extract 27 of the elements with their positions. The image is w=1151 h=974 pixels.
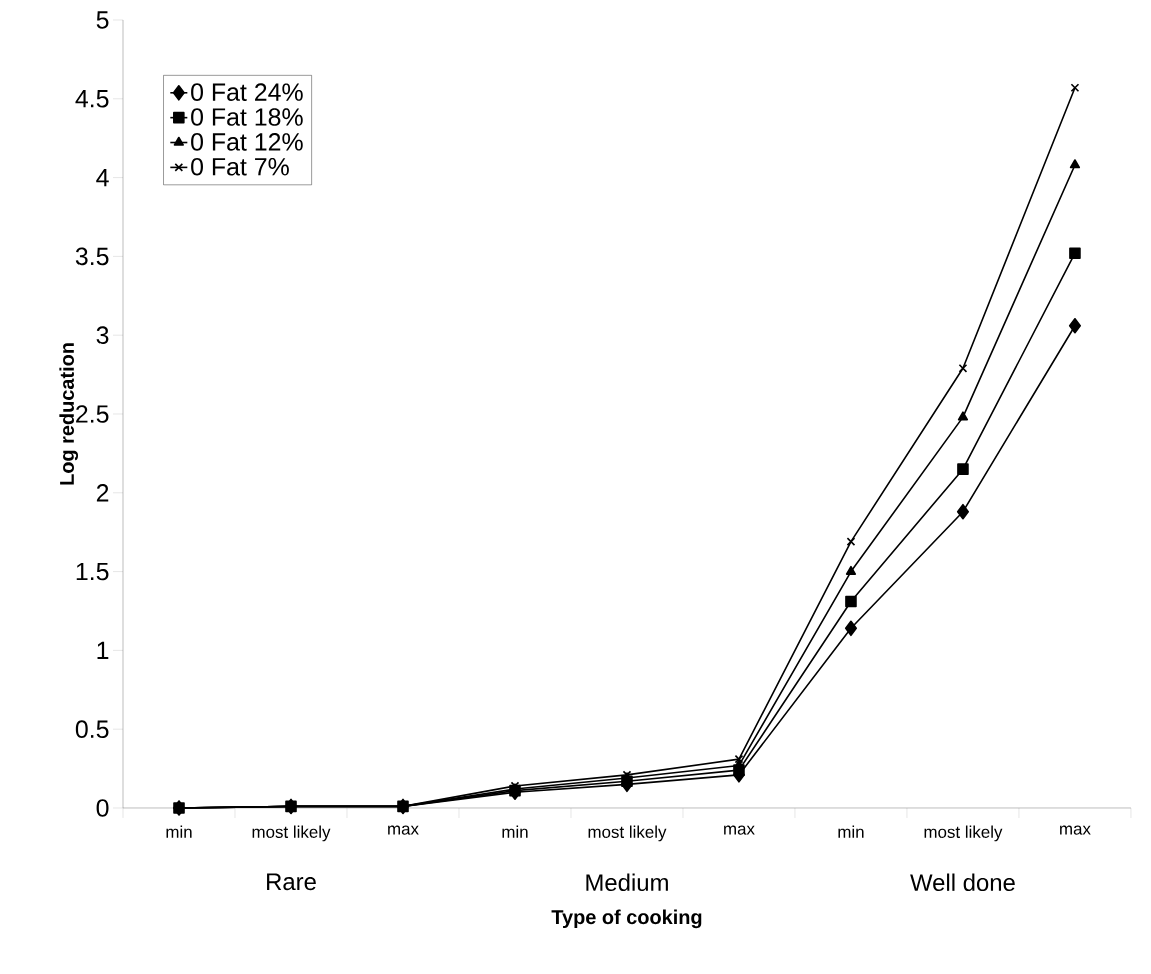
y-tick-label: 3.5 — [75, 247, 109, 266]
x-tick-label: most likely — [924, 825, 1003, 842]
y-tick-label: 2 — [96, 484, 109, 502]
y-tick-label: 4.5 — [75, 90, 109, 108]
text: Medium — [586, 873, 668, 892]
x-tick-label: min — [502, 825, 528, 838]
legend-label: 0 Fat 24% — [191, 83, 303, 101]
y-tick-label: 1 — [97, 641, 109, 659]
x-tick-label: most likely — [252, 825, 331, 842]
legend-label: 0 Fat 18% — [191, 108, 303, 126]
x-axis-title: Type of cooking — [551, 909, 702, 929]
y-tick-label: 0 — [96, 799, 109, 817]
y-tick-label: 5 — [96, 11, 109, 29]
x-tick-label: max — [388, 825, 419, 835]
x-tick-label: max — [1060, 825, 1091, 835]
y-tick-label: 3 — [96, 326, 109, 345]
legend-label: 0 Fat 12% — [191, 133, 303, 151]
text: Well done — [910, 873, 1015, 892]
x-tick-label: most likely — [588, 825, 667, 842]
x-tick-label: min — [838, 825, 864, 838]
y-tick-label: 0.5 — [75, 720, 109, 739]
y-tick-label: 4 — [96, 169, 109, 187]
legend-label: 0 Fat 7% — [191, 157, 289, 176]
x-tick-label: min — [166, 825, 192, 838]
x-tick-label: max — [724, 825, 755, 835]
y-tick-label: 1.5 — [76, 562, 109, 581]
text: Rare — [267, 873, 316, 891]
